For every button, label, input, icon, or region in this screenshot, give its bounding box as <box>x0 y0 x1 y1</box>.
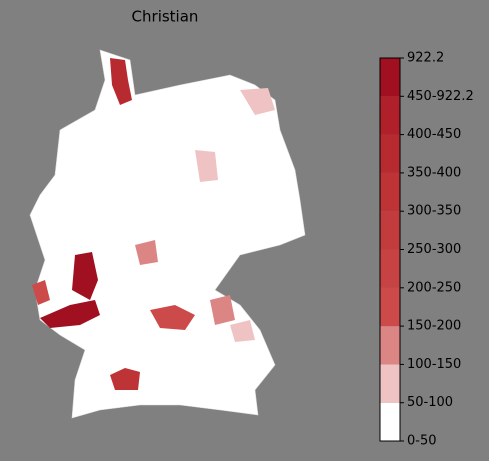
region-patch <box>110 368 140 390</box>
colorbar-segment <box>380 134 400 173</box>
region-patch <box>135 240 158 265</box>
region-patch <box>40 300 100 328</box>
germany-map <box>29 49 306 419</box>
colorbar-label: 350-400 <box>407 165 461 180</box>
region-patch <box>210 295 235 325</box>
region-patch <box>150 305 195 330</box>
colorbar-label: 250-300 <box>407 242 461 257</box>
colorbar-label: 400-450 <box>407 127 461 142</box>
region-patch <box>32 280 50 305</box>
colorbar-segment <box>380 172 400 212</box>
region-patch <box>230 320 255 342</box>
colorbar-segment <box>380 364 400 403</box>
colorbar-segment <box>380 402 400 441</box>
map-title: Christian <box>132 8 199 26</box>
region-patch <box>195 150 218 182</box>
colorbar-label: 50-100 <box>407 395 453 410</box>
colorbar-segment <box>380 249 400 288</box>
colorbar-label: 450-922.2 <box>407 89 474 104</box>
colorbar-segment <box>380 58 400 97</box>
colorbar-label: 200-250 <box>407 280 461 295</box>
colorbar-label: 150-200 <box>407 319 461 334</box>
colorbar-segment <box>380 326 400 365</box>
region-patch <box>110 58 132 105</box>
colorbar-segment <box>380 96 400 135</box>
colorbar-label: 100-150 <box>407 357 461 372</box>
region-patch <box>72 252 98 300</box>
region-patch <box>240 88 275 115</box>
colorbar-segment <box>380 211 400 250</box>
colorbar-label: 300-350 <box>407 204 461 219</box>
colorbar: 0-50 50-100 100-150 150-200 200-250 250-300 30… <box>379 51 474 449</box>
colorbar-label: 922.2 <box>407 51 444 66</box>
colorbar-segment <box>380 287 400 327</box>
colorbar-label: 0-50 <box>407 434 437 449</box>
